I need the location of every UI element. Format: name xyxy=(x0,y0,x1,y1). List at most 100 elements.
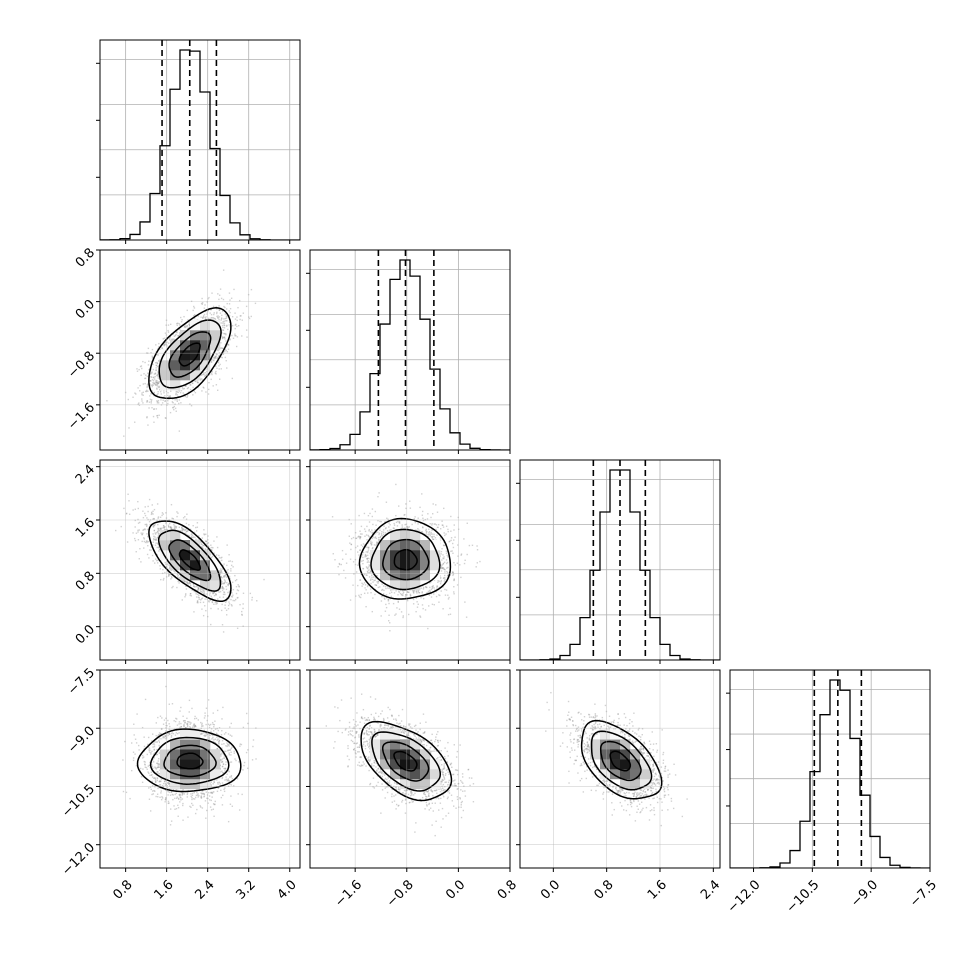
scatter-point xyxy=(168,733,171,736)
scatter-point xyxy=(396,607,398,609)
scatter-point xyxy=(197,315,199,317)
scatter-point xyxy=(226,742,228,744)
scatter-point xyxy=(185,593,187,595)
scatter-point xyxy=(427,592,429,594)
scatter-point xyxy=(229,321,231,324)
scatter-point xyxy=(606,784,609,786)
scatter-point xyxy=(156,402,159,404)
scatter-point xyxy=(220,347,223,349)
scatter-point xyxy=(215,743,218,745)
scatter-point xyxy=(160,738,163,740)
scatter-point xyxy=(582,723,585,725)
scatter-point xyxy=(154,533,157,535)
scatter-point xyxy=(178,732,180,734)
scatter-point xyxy=(350,523,352,525)
scatter-point xyxy=(167,572,170,574)
scatter-point xyxy=(225,731,227,734)
scatter-point xyxy=(218,309,221,311)
scatter-point xyxy=(251,759,254,761)
scatter-point xyxy=(213,726,215,728)
scatter-point xyxy=(151,765,154,767)
scatter-point xyxy=(246,767,249,770)
scatter-point xyxy=(476,562,479,564)
scatter-point xyxy=(442,563,444,565)
scatter-point xyxy=(194,724,196,727)
scatter-point xyxy=(454,779,456,781)
scatter-point xyxy=(215,370,217,373)
scatter-point xyxy=(445,815,447,817)
scatter-point xyxy=(446,554,448,557)
scatter-point xyxy=(362,545,364,548)
scatter-point xyxy=(213,312,215,314)
scatter-point xyxy=(445,550,448,552)
scatter-point xyxy=(230,604,233,606)
scatter-point xyxy=(359,596,362,599)
scatter-point xyxy=(454,785,456,787)
scatter-point xyxy=(256,600,258,602)
scatter-point xyxy=(157,760,159,762)
scatter-point xyxy=(126,541,129,543)
scatter-point xyxy=(395,808,397,810)
contour-0-3-0 xyxy=(176,752,204,770)
scatter-point xyxy=(360,693,363,695)
scatter-point xyxy=(439,577,442,579)
scatter-point xyxy=(189,584,192,587)
scatter-point xyxy=(203,534,206,536)
scatter-point xyxy=(352,748,355,751)
scatter-point xyxy=(395,803,398,806)
scatter-point xyxy=(221,337,224,340)
scatter-point xyxy=(370,544,373,546)
scatter-point xyxy=(146,524,148,526)
scatter-point xyxy=(389,524,391,526)
scatter-point xyxy=(439,756,441,758)
scatter-point xyxy=(230,795,232,797)
scatter-point xyxy=(452,573,455,575)
scatter-point xyxy=(384,724,386,726)
scatter-point xyxy=(187,581,189,584)
scatter-point xyxy=(211,317,213,319)
scatter-point xyxy=(197,796,199,798)
scatter-point xyxy=(585,777,588,780)
scatter-point xyxy=(359,536,362,538)
scatter-point xyxy=(193,723,196,725)
scatter-point xyxy=(155,383,157,386)
scatter-point xyxy=(232,588,235,591)
scatter-point xyxy=(238,325,240,327)
scatter-point xyxy=(583,751,586,753)
scatter-point xyxy=(176,400,179,402)
scatter-point xyxy=(173,335,176,337)
scatter-point xyxy=(210,549,213,552)
scatter-point xyxy=(151,776,154,778)
scatter-point xyxy=(468,777,471,779)
scatter-point xyxy=(433,789,436,792)
scatter-point xyxy=(228,745,230,747)
scatter-point xyxy=(157,532,160,534)
scatter-panel-2-3 xyxy=(516,669,721,872)
scatter-point xyxy=(443,580,446,582)
scatter-point xyxy=(213,591,215,594)
scatter-point xyxy=(641,754,644,756)
scatter-point xyxy=(240,315,242,317)
scatter-point xyxy=(157,516,160,518)
scatter-point xyxy=(213,781,216,784)
scatter-point xyxy=(163,392,165,394)
scatter-point xyxy=(667,774,669,776)
scatter-point xyxy=(453,593,455,595)
scatter-point xyxy=(166,560,169,563)
scatter-point xyxy=(618,790,620,793)
scatter-point xyxy=(241,610,243,613)
scatter-point xyxy=(458,806,460,808)
scatter-point xyxy=(212,712,214,714)
scatter-point xyxy=(388,614,390,616)
scatter-point xyxy=(241,793,243,796)
scatter-point xyxy=(170,791,173,793)
scatter-point xyxy=(137,529,139,532)
scatter-point xyxy=(393,800,396,802)
scatter-point xyxy=(431,791,434,793)
scatter-point xyxy=(183,719,185,722)
scatter-point xyxy=(153,391,156,394)
scatter-point xyxy=(428,528,430,531)
scatter-point xyxy=(367,547,370,549)
scatter-point xyxy=(251,599,253,601)
scatter-point xyxy=(587,744,589,747)
